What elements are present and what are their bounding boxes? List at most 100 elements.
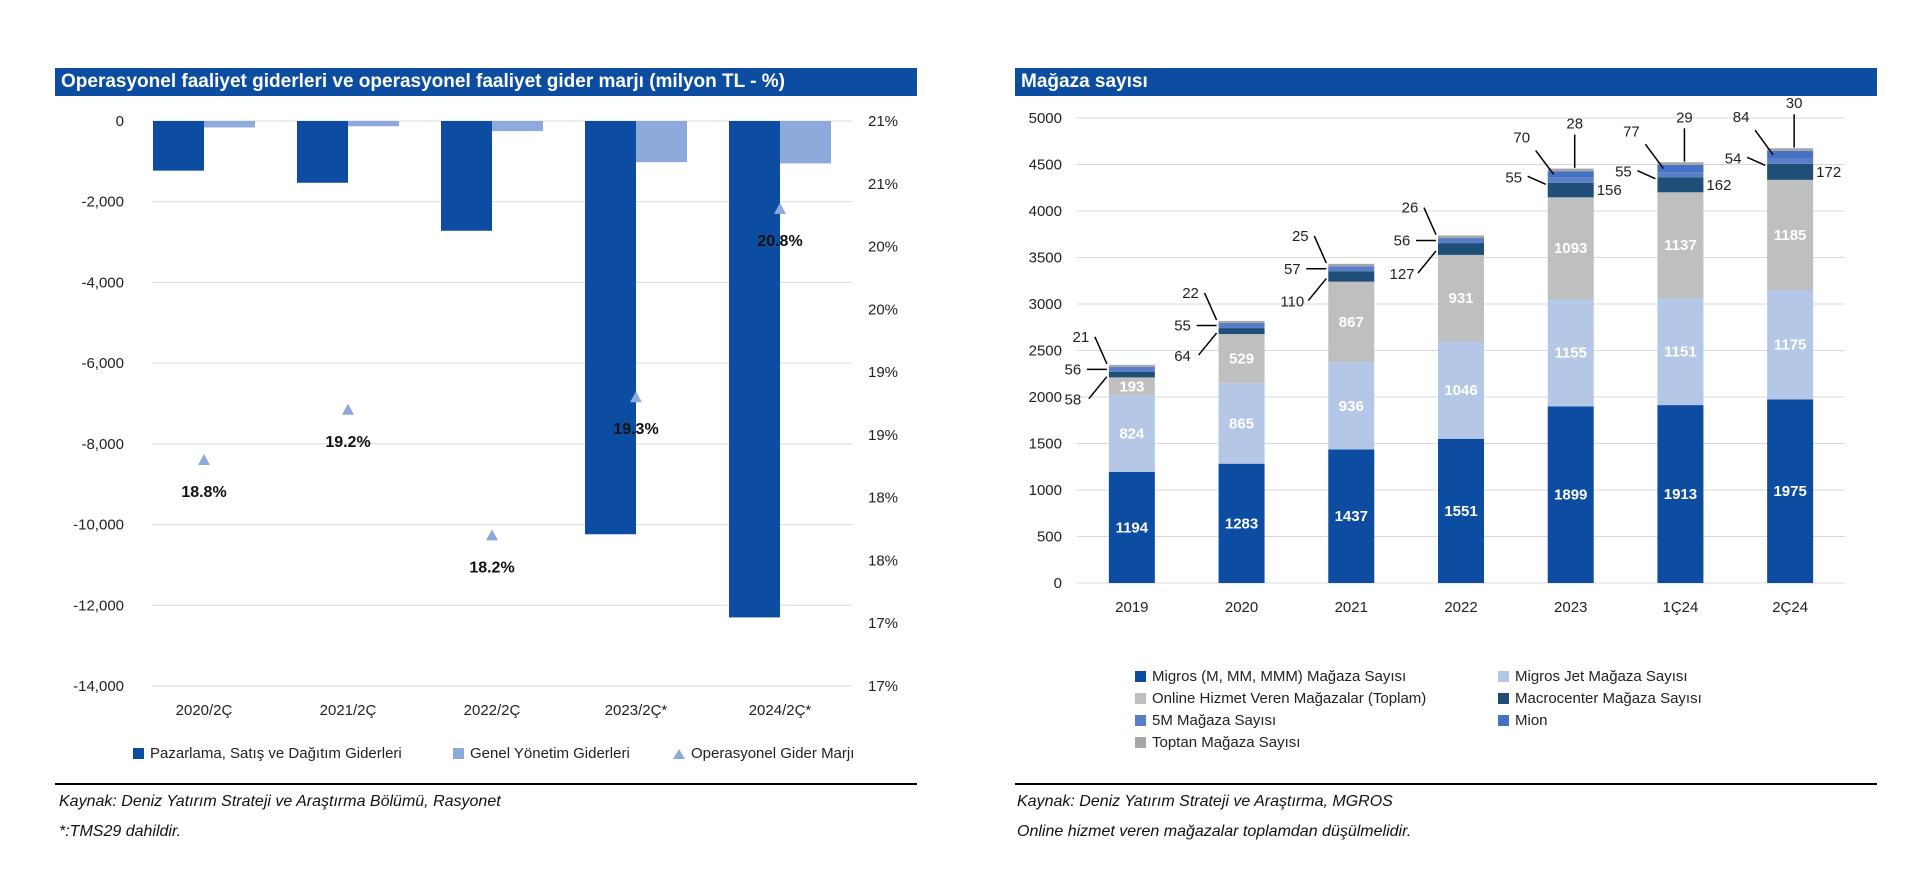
legend-item: Migros Jet Mağaza Sayısı (1498, 668, 1688, 685)
opex-source-note: Kaynak: Deniz Yatırım Strateji ve Araştı… (59, 793, 501, 810)
y2-tick-label: 21% (868, 113, 898, 130)
callout-label: 28 (1566, 116, 1583, 133)
callout-label: 84 (1733, 109, 1750, 126)
stack-segment (1547, 182, 1594, 198)
legend-item: Operasyonel Gider Marjı (673, 745, 854, 762)
segment-data-label: 1093 (1554, 240, 1587, 257)
y2-tick-label: 18% (868, 490, 898, 507)
stack-segment (1547, 171, 1594, 178)
bar-marketing-sales-distribution-2020/2Ç (153, 121, 204, 171)
stack-segment (1767, 158, 1814, 164)
bar-general-admin-2022/2Ç (492, 121, 543, 132)
y-tick-label: 500 (1037, 529, 1062, 546)
stack-segment (1328, 281, 1375, 363)
y-tick-label: 0 (116, 113, 124, 130)
store-count-divider (1015, 783, 1877, 785)
callout-arrow (1527, 175, 1547, 185)
y-tick-label: 4000 (1029, 203, 1062, 220)
stack-segment (1657, 177, 1704, 193)
legend-item: Toptan Mağaza Sayısı (1135, 734, 1300, 751)
segment-data-label: 865 (1229, 415, 1254, 432)
bar-marketing-sales-distribution-2024/2Ç* (729, 121, 780, 618)
legend-swatch (133, 748, 144, 759)
margin-marker (342, 403, 354, 415)
stack-segment (1547, 168, 1594, 172)
callout-label: 127 (1389, 266, 1414, 283)
segment-data-label: 936 (1339, 398, 1364, 415)
bar-general-admin-2021/2Ç (348, 121, 399, 127)
stack-segment (1108, 366, 1155, 372)
stack-segment (1108, 364, 1155, 367)
margin-data-label: 19.2% (325, 434, 370, 451)
bar-general-admin-2024/2Ç* (780, 121, 831, 164)
x-tick-label: 2021 (1335, 599, 1368, 616)
segment-data-label: 1185 (1774, 227, 1807, 244)
opex-footnote: *:TMS29 dahildir. (59, 823, 182, 840)
stack-segment (1328, 271, 1375, 282)
callout-arrow (1088, 376, 1108, 400)
stack-segment (1218, 320, 1265, 323)
stack-segment (1657, 298, 1704, 406)
segment-data-label: 1975 (1773, 483, 1806, 500)
stack-segment (1767, 163, 1814, 180)
segment-data-label: 1551 (1444, 503, 1477, 520)
callout-label: 26 (1402, 200, 1419, 217)
stack-segment (1218, 328, 1265, 335)
opex-chart: 0 -2,000 -4,000 -6,000 -8,000 -10,000 -12,000 -… (73, 113, 898, 719)
y-tick-label: -2,000 (81, 194, 124, 211)
bar-marketing-sales-distribution-2022/2Ç (441, 121, 492, 231)
stack-segment (1328, 266, 1375, 272)
legend-swatch (1498, 693, 1509, 704)
callout-label: 56 (1065, 361, 1082, 378)
callout-label: 77 (1623, 123, 1640, 140)
y2-tick-label: 19% (868, 364, 898, 381)
y-tick-label: -14,000 (73, 678, 124, 695)
segment-data-label: 1283 (1225, 515, 1258, 532)
x-tick-label: 2019 (1115, 599, 1148, 616)
legend-swatch (1135, 671, 1146, 682)
legend-swatch (673, 748, 685, 759)
y2-tick-label: 18% (868, 552, 898, 569)
y-tick-label: -10,000 (73, 517, 124, 534)
callout-label: 30 (1786, 95, 1803, 112)
x-tick-label: 2020/2Ç (176, 702, 233, 719)
callout-label: 55 (1174, 318, 1191, 335)
legend-label: Macrocenter Mağaza Sayısı (1515, 690, 1702, 707)
stack-segment (1767, 399, 1814, 583)
y-tick-label: 1500 (1029, 436, 1062, 453)
segment-data-label: 1913 (1664, 486, 1697, 503)
y2-tick-label: 17% (868, 615, 898, 632)
segment-data-label: 867 (1339, 314, 1364, 331)
store-count-chart-title: Mağaza sayısı (1015, 68, 1877, 96)
callout-arrow (1313, 235, 1327, 264)
y-tick-label: 3500 (1029, 250, 1062, 267)
bar-general-admin-2023/2Ç* (636, 121, 687, 163)
stack-segment (1328, 263, 1375, 267)
legend-label: Mion (1515, 712, 1548, 729)
x-tick-label: 1Ç24 (1662, 599, 1698, 616)
segment-data-label: 529 (1229, 351, 1254, 368)
x-tick-label: 2023/2Ç* (605, 702, 668, 719)
stack-segment (1767, 148, 1814, 152)
callout-arrow (1423, 207, 1437, 235)
callout-label: 29 (1676, 109, 1693, 126)
callout-label: 56 (1394, 232, 1411, 249)
stack-segment (1218, 383, 1265, 464)
callout-label: 21 (1073, 329, 1090, 346)
callout-arrow (1754, 129, 1774, 156)
margin-marker (486, 529, 498, 541)
segment-data-label: 1175 (1774, 337, 1807, 354)
margin-marker (198, 454, 210, 465)
stack-segment (1657, 162, 1704, 165)
legend-label: Migros (M, MM, MMM) Mağaza Sayısı (1152, 668, 1407, 685)
y2-tick-label: 17% (868, 678, 898, 695)
margin-marker (774, 202, 786, 214)
stack-segment (1438, 237, 1484, 244)
legend-item: Pazarlama, Satış ve Dağıtım Giderleri (133, 745, 402, 762)
stack-segment (1438, 235, 1484, 238)
callout-label: 156 (1597, 182, 1622, 199)
y-tick-label: 3000 (1029, 296, 1062, 313)
segment-data-label: 1155 (1554, 345, 1587, 362)
stack-segment (1657, 405, 1704, 583)
y-tick-label: 2500 (1029, 343, 1062, 360)
